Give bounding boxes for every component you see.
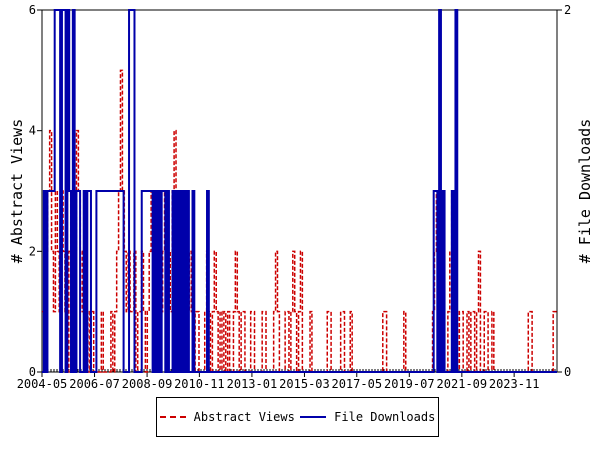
x-tick-label: 2006-07 (69, 377, 120, 391)
y-tick-label: 4 (29, 124, 36, 138)
x-tick-label: 2015-03 (279, 377, 330, 391)
legend-swatch-downloads (300, 416, 327, 418)
legend-label-views: Abstract Views (193, 410, 295, 424)
x-tick-label: 2010-11 (174, 377, 225, 391)
y-axis-left: 0 2 4 6 (29, 3, 42, 379)
y2-tick-label: 2 (564, 3, 571, 17)
y-axis-right: 02 (557, 3, 571, 379)
y2-tick-label: 0 (564, 365, 571, 379)
x-tick-label: 2019-07 (384, 377, 435, 391)
x-tick-label: 2017-05 (331, 377, 382, 391)
y-axis-right-title: # File Downloads (576, 119, 594, 264)
legend: Abstract Views File Downloads (156, 397, 439, 437)
y-tick-label: 0 (29, 365, 36, 379)
x-tick-label: 2013-01 (227, 377, 278, 391)
y-tick-label: 6 (29, 3, 36, 17)
x-tick-label: 2023-11 (489, 377, 540, 391)
file-downloads-line (42, 9, 557, 373)
legend-item-downloads: File Downloads (300, 410, 435, 424)
x-tick-label: 2021-09 (437, 377, 488, 391)
x-tick-label: 2008-09 (122, 377, 173, 391)
legend-swatch-views (159, 416, 186, 418)
y-axis-left-title: # Abstract Views (8, 119, 26, 264)
x-tick-label: 2004-05 (17, 377, 68, 391)
legend-label-downloads: File Downloads (334, 410, 436, 424)
series-layer (42, 9, 557, 373)
legend-item-views: Abstract Views (159, 410, 295, 424)
y-tick-label: 2 (29, 244, 36, 258)
